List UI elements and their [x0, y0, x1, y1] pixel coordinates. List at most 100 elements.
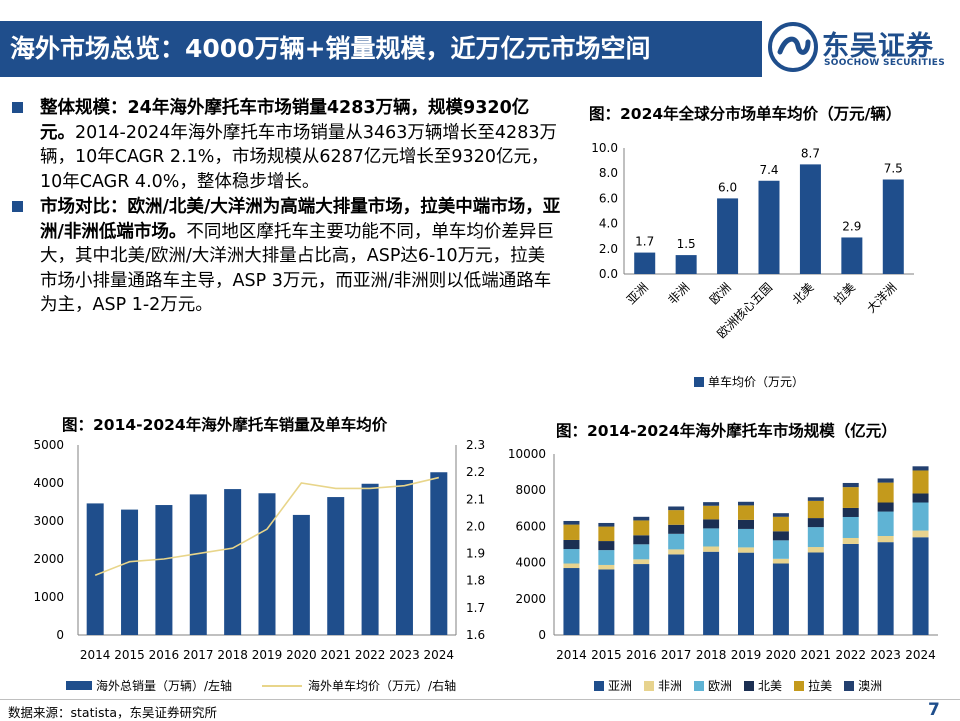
- bar-segment: [807, 552, 824, 635]
- right-tick-label: 2.0: [466, 519, 485, 533]
- x-tick-label: 亚洲: [624, 280, 651, 307]
- bar-segment: [772, 513, 789, 517]
- x-tick-label: 2016: [626, 648, 657, 662]
- bar: [224, 489, 242, 635]
- bar: [717, 198, 739, 274]
- bullet-market-comparison: 市场对比：欧洲/北美/大洋洲为高端大排量市场，拉美中端市场，亚洲/非洲低端市场。…: [10, 195, 562, 318]
- legend-swatch: [644, 680, 655, 691]
- y-tick-label: 10000: [508, 447, 546, 461]
- bullet-heading: 市场对比：欧洲/北美/大洋洲为高端大排量市场，拉美中端市场，亚洲/非洲低端市场。: [40, 197, 561, 242]
- y-tick-label: 2.0: [599, 242, 618, 256]
- right-tick-label: 2.3: [466, 438, 485, 452]
- bar-segment: [633, 516, 650, 521]
- bar-segment: [563, 568, 580, 635]
- bar-segment: [772, 563, 789, 635]
- chart-asp-by-market: 0.02.04.06.08.010.01.7亚洲1.5非洲6.0欧洲7.4欧洲核…: [591, 141, 914, 341]
- legend-swatch: [744, 680, 755, 691]
- legend-swatch: [66, 681, 92, 690]
- legend-line: [262, 684, 303, 687]
- bar: [634, 252, 656, 274]
- bar: [292, 514, 310, 635]
- bar: [430, 472, 448, 635]
- bar-segment: [877, 535, 894, 543]
- bar-segment: [738, 501, 754, 506]
- legend-label: 海外单车均价（万元）/右轴: [308, 679, 457, 693]
- bar: [327, 497, 345, 635]
- bar: [361, 483, 379, 635]
- legend-swatch: [844, 680, 855, 691]
- x-tick-label: 欧洲: [707, 280, 734, 307]
- bar: [799, 164, 821, 274]
- chart-asp-legend: 单车均价（万元）: [694, 373, 804, 390]
- bar: [841, 237, 863, 274]
- x-tick-label: 非洲: [665, 280, 692, 307]
- x-tick-label: 2018: [696, 648, 727, 662]
- chart-volume-title: 图：2014-2024年海外摩托车销量及单车均价: [62, 416, 388, 434]
- bar-segment: [877, 478, 894, 483]
- logo-name: 东吴证券: [822, 31, 934, 62]
- data-label: 2.9: [842, 219, 861, 233]
- bar-segment: [807, 497, 824, 501]
- header: 海外市场总览：4000万辆+销量规模，近万亿元市场空间 东吴证券 SOOCHOW…: [0, 0, 960, 80]
- legend-swatch: [594, 680, 604, 691]
- chart-volume-and-asp: 0 1000 2000 3000 4000 5000 1.6 1.7 1.8 1.9 2.0 2.1 2…: [33, 438, 485, 662]
- bar: [155, 505, 173, 635]
- y-tick-label: 6.0: [599, 191, 618, 205]
- page-number: 7: [928, 700, 940, 720]
- x-tick-label: 2021: [320, 648, 351, 662]
- legend-label: 欧洲: [708, 679, 733, 693]
- bar-segment: [842, 537, 859, 544]
- y-tick-label: 0.0: [599, 267, 618, 281]
- bar-segment: [563, 520, 580, 525]
- bar-segment: [703, 546, 720, 552]
- footer-divider: [0, 699, 960, 700]
- bar-segment: [703, 528, 720, 547]
- bar-segment: [912, 537, 929, 635]
- bar: [189, 494, 207, 635]
- legend-swatch: [794, 680, 805, 691]
- bar-segment: [807, 518, 824, 528]
- bar-segment: [738, 547, 754, 553]
- bar-segment: [633, 535, 650, 545]
- bar: [258, 493, 276, 635]
- x-tick-label: 2017: [183, 648, 214, 662]
- x-tick-label: 2014: [80, 648, 111, 662]
- y-tick-label: 6000: [515, 519, 546, 533]
- page-title: 海外市场总览：4000万辆+销量规模，近万亿元市场空间: [10, 34, 651, 63]
- right-tick-label: 1.8: [466, 574, 485, 588]
- right-tick-label: 1.6: [466, 628, 485, 642]
- bar-segment: [738, 528, 754, 548]
- chart-market-size: 0 2000 4000 6000 8000 10000 2014 2015 2016 2017 20…: [508, 447, 938, 662]
- x-tick-label: 2015: [114, 648, 145, 662]
- data-label: 7.5: [884, 162, 903, 176]
- bar: [675, 255, 697, 274]
- x-tick-label: 2020: [766, 648, 797, 662]
- left-tick-label: 4000: [33, 476, 64, 490]
- bar-segment: [912, 470, 929, 494]
- bar-segment: [633, 544, 650, 560]
- x-tick-label: 2021: [801, 648, 832, 662]
- data-label: 8.7: [801, 146, 820, 160]
- y-tick-label: 0: [538, 628, 546, 642]
- chart-market-size-legend: 亚洲 非洲 欧洲 北美 拉美 澳洲: [594, 677, 894, 694]
- legend-label: 海外总销量（万辆）/左轴: [96, 679, 233, 693]
- bar-segment: [633, 520, 650, 536]
- x-tick-label: 拉美: [830, 280, 858, 308]
- bar-segment: [668, 506, 685, 511]
- bar-segment: [598, 522, 615, 527]
- x-tick-label: 大洋洲: [863, 280, 899, 316]
- bar: [395, 479, 413, 635]
- bar-segment: [738, 552, 754, 635]
- chart-market-size-title: 图：2014-2024年海外摩托车市场规模（亿元）: [556, 422, 897, 440]
- bar-segment: [598, 569, 615, 635]
- right-tick-label: 1.7: [466, 601, 485, 615]
- bar-segment: [668, 510, 685, 525]
- y-tick-label: 8000: [515, 483, 546, 497]
- bar-segment: [842, 482, 859, 488]
- bar-segment: [772, 540, 789, 559]
- x-tick-label: 2017: [661, 648, 692, 662]
- legend-label: 拉美: [808, 679, 833, 693]
- bar-segment: [563, 539, 580, 550]
- right-tick-label: 1.9: [466, 547, 485, 561]
- left-tick-label: 3000: [33, 514, 64, 528]
